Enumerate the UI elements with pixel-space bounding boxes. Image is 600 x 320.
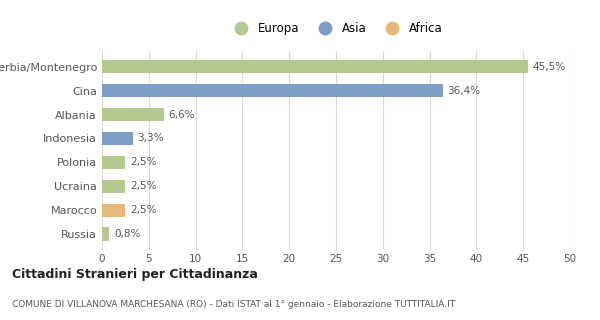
Bar (102, 60, 528, 73)
Bar (102, 84, 443, 97)
Text: 3,3%: 3,3% (137, 133, 164, 143)
Text: COMUNE DI VILLANOVA MARCHESANA (RO) - Dati ISTAT al 1° gennaio - Elaborazione TU: COMUNE DI VILLANOVA MARCHESANA (RO) - Da… (12, 300, 455, 309)
Bar (102, 108, 164, 121)
Text: 6,6%: 6,6% (169, 109, 195, 120)
Text: Cittadini Stranieri per Cittadinanza: Cittadini Stranieri per Cittadinanza (12, 268, 258, 281)
Legend: Europa, Asia, Africa: Europa, Asia, Africa (227, 20, 445, 37)
Bar (102, 156, 125, 169)
Text: 2,5%: 2,5% (130, 205, 157, 215)
Bar (102, 228, 109, 241)
Bar (102, 204, 125, 217)
Text: 45,5%: 45,5% (533, 62, 566, 72)
Text: 36,4%: 36,4% (448, 86, 481, 96)
Text: 2,5%: 2,5% (130, 157, 157, 167)
Text: 0,8%: 0,8% (114, 229, 140, 239)
Bar (102, 132, 133, 145)
Bar (102, 180, 125, 193)
Text: 2,5%: 2,5% (130, 181, 157, 191)
